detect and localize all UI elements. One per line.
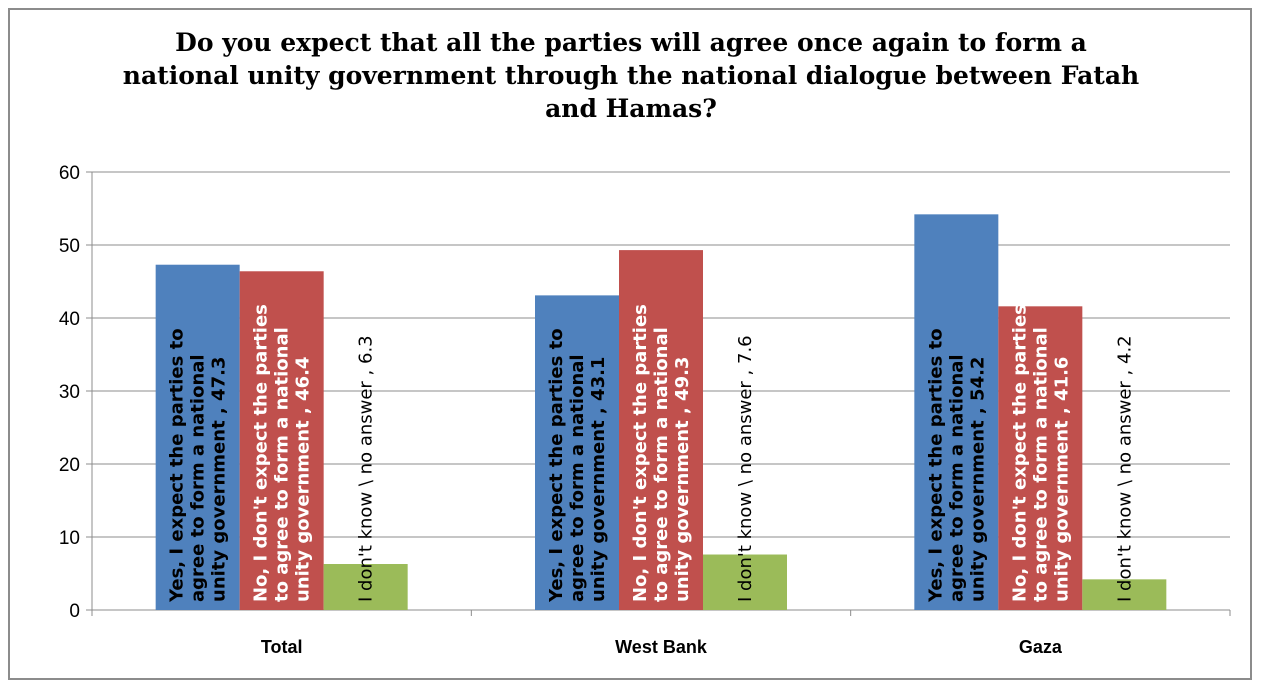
data-label: No, I don't expect the partiesto agree t… <box>630 304 693 602</box>
x-category-label: West Bank <box>615 637 708 657</box>
data-label-line: to agree to form a national <box>1030 327 1051 602</box>
data-label: No, I don't expect the partiesto agree t… <box>251 304 314 602</box>
x-category-label: Gaza <box>1019 637 1063 657</box>
data-label-line: I don't know \ no answer , 7.6 <box>735 335 756 602</box>
y-tick-label: 40 <box>59 309 80 330</box>
data-label-line: unity government , 41.6 <box>1051 357 1072 602</box>
chart-title-line-2: national unity government through the na… <box>122 61 1140 90</box>
data-label-line: unity government , 43.1 <box>588 357 609 602</box>
data-label-line: unity government , 54.2 <box>967 357 988 602</box>
data-label-line: unity government , 49.3 <box>672 357 693 602</box>
y-tick-label: 20 <box>59 455 80 476</box>
bar <box>239 271 324 610</box>
data-label-line: to agree to form a national <box>272 327 293 602</box>
data-label: I don't know \ no answer , 4.2 <box>1114 335 1135 602</box>
y-tick-label: 50 <box>59 236 80 257</box>
data-label: Yes, I expect the parties toagree to for… <box>546 328 609 603</box>
data-label-line: I don't know \ no answer , 6.3 <box>356 335 377 602</box>
bar <box>703 554 787 610</box>
chart-title-line-3: and Hamas? <box>545 94 717 123</box>
bar <box>1082 579 1167 610</box>
data-label-line: Yes, I expect the parties to <box>546 328 567 603</box>
y-tick-label: 10 <box>59 528 80 549</box>
y-tick-label: 30 <box>59 382 80 403</box>
bar <box>998 306 1083 610</box>
data-label-line: No, I don't expect the parties <box>1009 304 1030 602</box>
y-tick-label: 60 <box>59 163 80 184</box>
y-tick-label: 0 <box>69 601 80 622</box>
data-label: Yes, I expect the parties toagree to for… <box>925 328 988 603</box>
data-label-line: No, I don't expect the parties <box>630 304 651 602</box>
data-label-line: Yes, I expect the parties to <box>925 328 946 603</box>
chart-title-line-1: Do you expect that all the parties will … <box>175 28 1087 57</box>
bar <box>914 214 999 610</box>
data-label-line: agree to form a national <box>567 354 588 602</box>
data-label: I don't know \ no answer , 6.3 <box>356 335 377 602</box>
data-label-line: unity government , 46.4 <box>293 357 314 602</box>
data-label: Yes, I expect the parties toagree to for… <box>167 328 230 603</box>
data-label: I don't know \ no answer , 7.6 <box>735 335 756 602</box>
data-label-line: agree to form a national <box>946 354 967 602</box>
bar <box>155 264 240 610</box>
data-label-line: I don't know \ no answer , 4.2 <box>1114 335 1135 602</box>
data-label: No, I don't expect the partiesto agree t… <box>1009 304 1072 602</box>
data-label-line: to agree to form a national <box>651 327 672 602</box>
bar <box>535 295 619 610</box>
x-category-label: Total <box>261 637 303 657</box>
data-label-line: agree to form a national <box>188 354 209 602</box>
bar <box>619 250 703 611</box>
chart-title: Do you expect that all the parties will … <box>20 26 1242 125</box>
data-label-line: unity government , 47.3 <box>209 357 230 602</box>
data-label-line: No, I don't expect the parties <box>251 304 272 602</box>
bar <box>323 564 408 610</box>
data-label-line: Yes, I expect the parties to <box>167 328 188 603</box>
